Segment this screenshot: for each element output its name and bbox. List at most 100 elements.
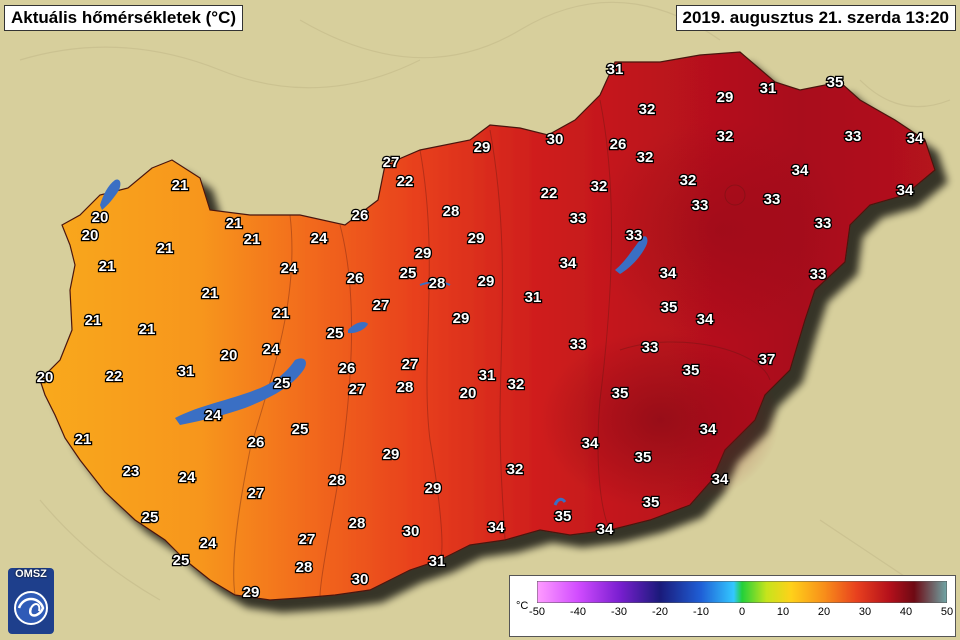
station-temperature: 33	[570, 336, 587, 353]
station-temperature: 23	[123, 463, 140, 480]
station-temperature: 35	[555, 508, 572, 525]
omsz-logo-text: OMSZ	[15, 568, 47, 580]
station-temperature: 34	[582, 435, 599, 452]
station-temperature: 28	[349, 515, 366, 532]
station-temperature: 25	[327, 325, 344, 342]
station-temperature: 25	[173, 552, 190, 569]
station-temperature: 27	[248, 485, 265, 502]
station-temperature: 20	[221, 347, 238, 364]
station-temperature: 34	[907, 130, 924, 147]
station-temperature: 22	[106, 368, 123, 385]
station-temperature: 32	[507, 461, 524, 478]
station-temperature: 27	[383, 154, 400, 171]
station-temperature: 34	[697, 311, 714, 328]
station-temperature: 35	[635, 449, 652, 466]
station-temperature: 22	[397, 173, 414, 190]
station-temperature: 21	[172, 177, 189, 194]
station-temperature: 26	[352, 207, 369, 224]
station-temperature: 32	[680, 172, 697, 189]
station-temperature: 28	[329, 472, 346, 489]
legend-tick-label: 30	[858, 606, 872, 618]
station-temperature: 29	[468, 230, 485, 247]
station-temperature: 33	[642, 339, 659, 356]
station-temperature: 31	[429, 553, 446, 570]
heat-core-southeast	[540, 330, 780, 510]
legend-tick-label: -20	[652, 606, 668, 618]
station-temperature: 26	[610, 136, 627, 153]
legend-tick-label: 40	[899, 606, 913, 618]
river-south-segment	[553, 497, 567, 506]
station-temperature: 29	[415, 245, 432, 262]
station-temperature: 30	[352, 571, 369, 588]
station-temperature: 28	[443, 203, 460, 220]
station-temperature: 33	[692, 197, 709, 214]
station-temperature: 27	[402, 356, 419, 373]
legend-tick-label: 0	[738, 606, 746, 618]
station-temperature: 21	[273, 305, 290, 322]
river-danube-segment	[419, 281, 451, 286]
station-temperature: 34	[560, 255, 577, 272]
station-temperature: 28	[296, 559, 313, 576]
station-labels: 31 29 31 35 32 30 26 32 32 33 34 29 27 22 22 32 32 34 34 21…	[35, 60, 925, 603]
heat-core-northeast	[590, 120, 850, 340]
lake-ferto	[100, 179, 121, 210]
legend-tick-label: -10	[693, 606, 709, 618]
station-temperature: 25	[274, 375, 291, 392]
station-temperature: 26	[248, 434, 265, 451]
station-temperature: 26	[339, 360, 356, 377]
station-temperature: 24	[311, 230, 328, 247]
station-temperature: 34	[700, 421, 717, 438]
station-temperature: 22	[541, 185, 558, 202]
station-temperature: 21	[99, 258, 116, 275]
station-temperature: 24	[205, 407, 222, 424]
legend-color-bar	[537, 581, 947, 603]
terrain-relief	[19, 1, 951, 601]
lake-tisza	[615, 236, 648, 274]
station-temperature: 35	[683, 362, 700, 379]
station-temperature: 35	[643, 494, 660, 511]
station-temperature: 31	[525, 289, 542, 306]
station-temperature: 29	[383, 446, 400, 463]
station-temperature: 31	[760, 80, 777, 97]
station-temperature: 29	[717, 89, 734, 106]
map-datetime: 2019. augusztus 21. szerda 13:20	[675, 5, 956, 31]
station-temperature: 27	[299, 531, 316, 548]
station-temperature: 21	[75, 431, 92, 448]
station-temperature: 32	[508, 376, 525, 393]
station-temperature: 31	[479, 367, 496, 384]
station-temperature: 21	[157, 240, 174, 257]
station-temperature: 31	[178, 363, 195, 380]
legend-tick-label: 20	[817, 606, 831, 618]
station-temperature: 34	[792, 162, 809, 179]
station-temperature: 21	[244, 231, 261, 248]
station-temperature: 25	[400, 265, 417, 282]
station-temperature: 32	[637, 149, 654, 166]
station-temperature: 33	[626, 227, 643, 244]
station-temperature: 30	[403, 523, 420, 540]
station-temperature: 20	[460, 385, 477, 402]
station-temperature: 25	[142, 509, 159, 526]
station-temperature: 24	[263, 341, 280, 358]
station-temperature: 21	[139, 321, 156, 338]
isotherm-lines	[233, 99, 771, 598]
station-temperature: 35	[612, 385, 629, 402]
station-temperature: 27	[349, 381, 366, 398]
legend-tick-label: 50	[940, 606, 954, 618]
legend-tick-label: -30	[611, 606, 627, 618]
station-temperature: 33	[810, 266, 827, 283]
station-temperature: 35	[661, 299, 678, 316]
station-temperature: 29	[474, 139, 491, 156]
station-temperature: 29	[243, 584, 260, 601]
station-temperature: 32	[717, 128, 734, 145]
omsz-logo-icon	[8, 568, 54, 634]
station-temperature: 33	[845, 128, 862, 145]
station-temperature: 28	[429, 275, 446, 292]
map-title: Aktuális hőmérsékletek (°C)	[4, 5, 244, 31]
legend-ticks: -50 -40 -30 -20 -10 0 10 20 30 40 50	[529, 606, 953, 628]
station-temperature: 34	[660, 265, 677, 282]
station-temperature: 20	[82, 227, 99, 244]
station-temperature: 26	[347, 270, 364, 287]
station-temperature: 29	[425, 480, 442, 497]
color-legend: °C -50 -40 -30 -20 -10 0 10 20 30 40 50	[509, 575, 956, 637]
